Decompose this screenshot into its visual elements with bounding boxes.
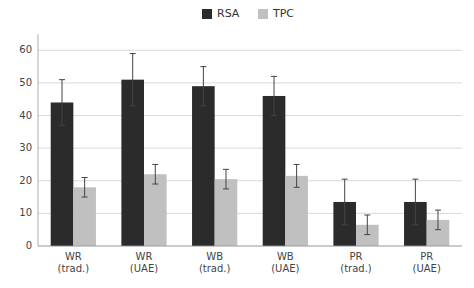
y-tick-label: 40 (19, 110, 32, 121)
error-cap (294, 187, 300, 188)
error-bar (130, 54, 136, 106)
x-tick-label-line: (trad.) (199, 263, 231, 274)
error-bar (412, 179, 418, 225)
x-tick-label: PR(UAE) (413, 251, 441, 274)
grid-line (38, 246, 462, 247)
error-cap (342, 179, 348, 180)
error-cap (59, 125, 65, 126)
error-cap (59, 79, 65, 80)
grid-line (38, 180, 462, 181)
grid-line (38, 82, 462, 83)
grid-line (38, 213, 462, 214)
x-tick-label: WB(UAE) (271, 251, 299, 274)
y-axis-line (38, 34, 39, 246)
error-cap (82, 177, 88, 178)
x-tick-label: WB(trad.) (199, 251, 231, 274)
error-cap (200, 66, 206, 67)
error-line (225, 169, 226, 189)
error-cap (412, 224, 418, 225)
x-tick-label-line: (UAE) (130, 263, 158, 274)
x-tick-label-line: WR (65, 251, 82, 262)
grid-line (38, 50, 462, 51)
legend-label: RSA (217, 7, 240, 20)
error-line (203, 67, 204, 106)
error-cap (364, 215, 370, 216)
error-cap (82, 197, 88, 198)
error-bar (271, 76, 277, 115)
legend-swatch (202, 9, 212, 19)
x-tick-label-line: WR (136, 251, 153, 262)
error-bar (364, 215, 370, 235)
error-line (155, 164, 156, 184)
legend: RSA TPC (202, 7, 294, 20)
error-cap (271, 76, 277, 77)
bar (263, 96, 286, 246)
x-tick-label-line: PR (420, 251, 433, 262)
error-line (62, 80, 63, 126)
chart-container: 0102030405060WR(trad.)WR(UAE)WB(trad.)WB… (0, 0, 474, 288)
error-cap (200, 105, 206, 106)
y-tick-label: 0 (26, 240, 32, 251)
error-cap (412, 179, 418, 180)
error-cap (223, 188, 229, 189)
error-cap (152, 164, 158, 165)
x-tick-label-line: WB (206, 251, 223, 262)
y-tick-label: 30 (19, 142, 32, 153)
plot-area (51, 54, 450, 246)
grid-line (38, 148, 462, 149)
error-bar (223, 169, 229, 189)
x-tick-label-line: WB (277, 251, 294, 262)
x-tick-label-line: (UAE) (413, 263, 441, 274)
y-tick-label: 50 (19, 77, 32, 88)
error-line (415, 179, 416, 225)
error-line (274, 76, 275, 115)
bar (215, 179, 238, 246)
x-tick-label-line: (UAE) (271, 263, 299, 274)
error-cap (130, 53, 136, 54)
y-tick-label: 60 (19, 44, 32, 55)
error-cap (271, 115, 277, 116)
x-tick-label: WR(trad.) (58, 251, 90, 274)
error-line (437, 210, 438, 230)
x-tick-label: PR(trad.) (340, 251, 372, 274)
error-bar (435, 210, 441, 230)
series-1 (73, 164, 449, 246)
bar (144, 174, 167, 246)
x-tick-label-line: (trad.) (58, 263, 90, 274)
error-cap (435, 210, 441, 211)
error-cap (130, 105, 136, 106)
x-tick-label-line: PR (350, 251, 363, 262)
error-line (132, 54, 133, 106)
legend-label: TPC (272, 7, 294, 20)
error-bar (200, 67, 206, 106)
y-tick-label: 10 (19, 207, 32, 218)
error-cap (435, 229, 441, 230)
x-axis-line (38, 246, 462, 247)
error-line (84, 178, 85, 198)
grid-line (38, 115, 462, 116)
bar (192, 86, 215, 246)
x-tick-label-line: (trad.) (340, 263, 372, 274)
legend-swatch (258, 9, 268, 19)
series-0 (51, 54, 427, 246)
grid (38, 50, 462, 246)
x-tick-label: WR(UAE) (130, 251, 158, 274)
error-line (296, 164, 297, 187)
error-bar (342, 179, 348, 225)
error-cap (152, 184, 158, 185)
error-bar (82, 178, 88, 198)
error-cap (364, 234, 370, 235)
error-cap (294, 164, 300, 165)
chart-svg: 0102030405060WR(trad.)WR(UAE)WB(trad.)WB… (0, 0, 474, 288)
error-line (344, 179, 345, 225)
error-bar (59, 80, 65, 126)
error-cap (342, 224, 348, 225)
error-bar (152, 164, 158, 184)
error-bar (294, 164, 300, 187)
y-tick-label: 20 (19, 175, 32, 186)
error-cap (223, 169, 229, 170)
error-line (367, 215, 368, 235)
